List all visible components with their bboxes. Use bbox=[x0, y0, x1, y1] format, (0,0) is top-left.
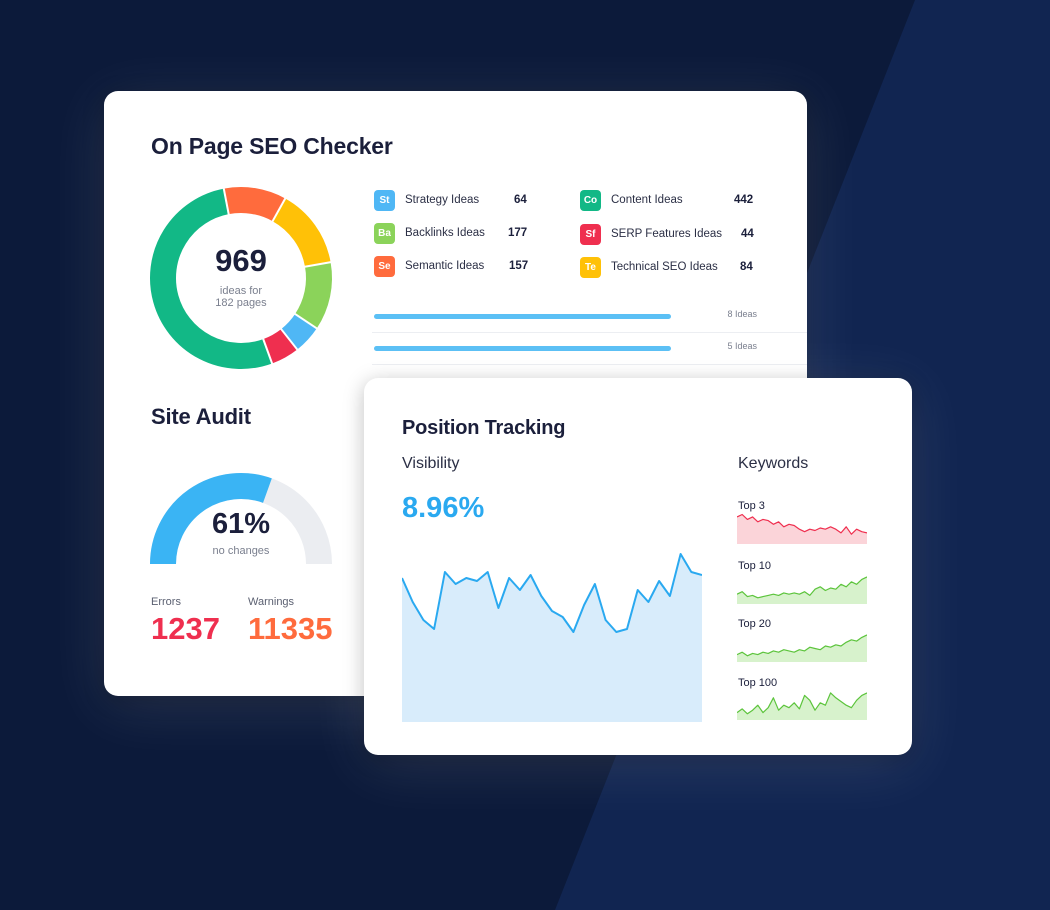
donut-separator bbox=[293, 312, 319, 330]
backlinks-badge-icon: Ba bbox=[374, 223, 395, 244]
technical-badge-icon: Te bbox=[580, 257, 601, 278]
donut-segment-2 bbox=[272, 198, 331, 268]
idea-label: Content Ideas bbox=[611, 194, 683, 206]
ideas-caption-line1: ideas for bbox=[219, 285, 263, 297]
gauge-text: 61% no changes bbox=[148, 91, 334, 696]
top-20-sparkline bbox=[737, 634, 867, 662]
position-tracking-card: Position Tracking Visibility 8.96% Keywo… bbox=[364, 378, 912, 755]
gauge-fill bbox=[150, 473, 272, 565]
sparkline-area bbox=[737, 692, 867, 720]
keyword-chart-label: Top 20 bbox=[738, 618, 772, 630]
idea-content[interactable]: Co Content Ideas 442 bbox=[580, 190, 770, 212]
idea-count: 157 bbox=[509, 260, 529, 272]
ideas-progress-bar bbox=[374, 346, 671, 351]
site-health-caption: no changes bbox=[212, 545, 270, 557]
idea-technical-seo[interactable]: Te Technical SEO Ideas 84 bbox=[580, 257, 770, 279]
idea-count: 177 bbox=[508, 227, 528, 239]
donut-separator bbox=[279, 327, 299, 351]
ideas-caption-line2: 182 pages bbox=[215, 297, 267, 309]
errors-label: Errors bbox=[151, 596, 181, 608]
top-100-sparkline bbox=[737, 692, 867, 720]
ideas-progress-label: 5 Ideas bbox=[727, 341, 757, 351]
idea-label: Backlinks Ideas bbox=[405, 227, 485, 239]
semantic-badge-icon: Se bbox=[374, 256, 395, 277]
donut-center: 969 ideas for 182 pages bbox=[148, 185, 334, 371]
ideas-donut-chart bbox=[150, 187, 332, 369]
position-tracking-title: Position Tracking bbox=[402, 417, 566, 439]
donut-separator bbox=[222, 187, 230, 216]
sparkline-line bbox=[737, 634, 867, 657]
site-health-gauge bbox=[150, 473, 332, 565]
idea-label: Technical SEO Ideas bbox=[611, 261, 718, 273]
errors-value[interactable]: 1237 bbox=[151, 611, 220, 646]
idea-semantic[interactable]: Se Semantic Ideas 157 bbox=[374, 256, 534, 278]
sparkline-area bbox=[737, 576, 867, 604]
ideas-progress-bar bbox=[374, 314, 671, 319]
top-3-sparkline bbox=[737, 513, 867, 544]
keywords-label: Keywords bbox=[738, 455, 809, 472]
idea-strategy[interactable]: St Strategy Ideas 64 bbox=[374, 190, 534, 212]
keyword-chart-label: Top 100 bbox=[738, 677, 778, 689]
site-health-percent: 61% bbox=[211, 508, 271, 540]
warnings-label: Warnings bbox=[248, 596, 295, 608]
visibility-area bbox=[402, 554, 702, 722]
sparkline-line bbox=[737, 576, 867, 599]
keyword-chart-label: Top 3 bbox=[738, 500, 765, 512]
seo-checker-title: On Page SEO Checker bbox=[151, 133, 393, 159]
donut-segment-0 bbox=[150, 188, 273, 369]
serp-badge-icon: Sf bbox=[580, 224, 601, 245]
idea-count: 84 bbox=[740, 261, 753, 273]
ideas-progress-row[interactable]: 8 Ideas bbox=[372, 302, 807, 333]
site-audit-title: Site Audit bbox=[151, 404, 251, 429]
keyword-chart-label: Top 10 bbox=[738, 560, 772, 572]
warnings-value[interactable]: 11335 bbox=[248, 611, 333, 646]
idea-label: Strategy Ideas bbox=[405, 194, 480, 206]
content-badge-icon: Co bbox=[580, 190, 601, 211]
idea-label: SERP Features Ideas bbox=[611, 228, 723, 240]
visibility-value: 8.96% bbox=[402, 492, 485, 524]
donut-segment-3 bbox=[294, 262, 332, 329]
donut-segment-1 bbox=[223, 187, 286, 222]
ideas-total-caption: ideas for 182 pages bbox=[148, 285, 334, 309]
visibility-area-chart bbox=[402, 553, 702, 722]
ideas-progress-label: 8 Ideas bbox=[727, 309, 757, 319]
idea-backlinks[interactable]: Ba Backlinks Ideas 177 bbox=[374, 223, 534, 245]
strategy-badge-icon: St bbox=[374, 190, 395, 211]
idea-count: 64 bbox=[514, 194, 527, 206]
ideas-progress-row[interactable]: 5 Ideas bbox=[372, 334, 807, 365]
sparkline-line bbox=[737, 692, 867, 715]
idea-serp-features[interactable]: Sf SERP Features Ideas 44 bbox=[580, 224, 770, 246]
donut-separator bbox=[303, 261, 332, 268]
sparkline-line bbox=[737, 513, 867, 535]
sparkline-area bbox=[737, 634, 867, 662]
top-10-sparkline bbox=[737, 576, 867, 604]
idea-count: 442 bbox=[734, 194, 754, 206]
donut-separator bbox=[261, 337, 274, 365]
donut-separator bbox=[271, 197, 287, 223]
idea-label: Semantic Ideas bbox=[405, 260, 485, 272]
visibility-label: Visibility bbox=[402, 455, 460, 472]
ideas-total: 969 bbox=[215, 243, 267, 278]
visibility-line bbox=[402, 553, 702, 633]
idea-count: 44 bbox=[741, 228, 754, 240]
